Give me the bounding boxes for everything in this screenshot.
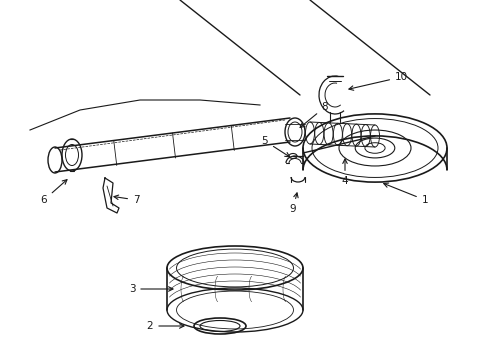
Text: 5: 5: [262, 136, 290, 157]
Text: 4: 4: [342, 159, 348, 186]
Text: 7: 7: [114, 195, 140, 205]
Text: 9: 9: [290, 193, 298, 214]
Text: 2: 2: [147, 321, 184, 331]
Text: 6: 6: [41, 180, 67, 205]
Text: 8: 8: [300, 102, 328, 127]
Text: 1: 1: [384, 183, 428, 205]
Text: 3: 3: [129, 284, 173, 294]
Text: 10: 10: [349, 72, 408, 90]
